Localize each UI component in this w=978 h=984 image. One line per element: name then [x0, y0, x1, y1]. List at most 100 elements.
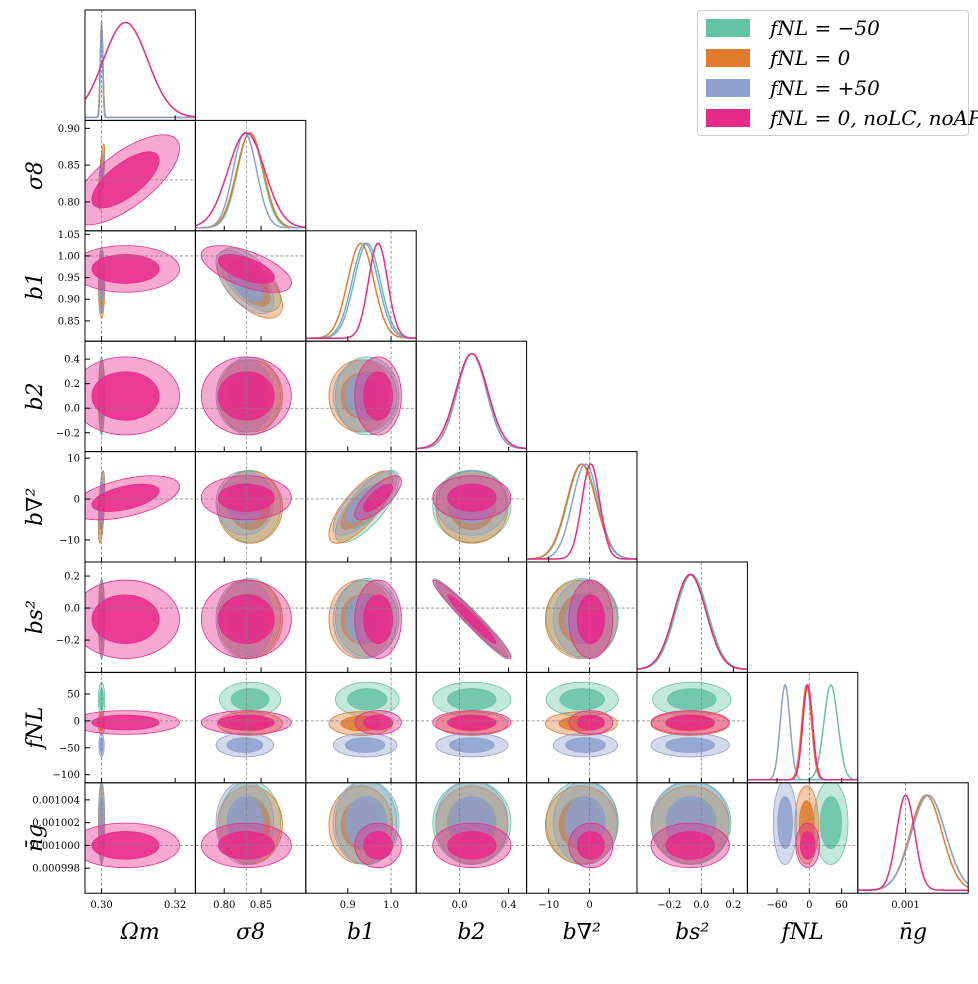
- y-tick-label: 0.80: [58, 197, 80, 208]
- x-tick-label: 60: [835, 900, 848, 911]
- contour-3-inner: [91, 371, 160, 421]
- y-tick-label: 0.0: [64, 404, 80, 415]
- panel-frame: [194, 119, 307, 232]
- marginal-curve-0: [637, 573, 748, 670]
- panel-1-2: [194, 230, 307, 342]
- panel-2-4: [305, 451, 417, 563]
- y-tick-label: 0.001000: [32, 841, 80, 852]
- panel-content: [195, 782, 306, 894]
- panel-6-6: [746, 671, 859, 784]
- contour-3-inner: [363, 594, 393, 644]
- marginal-curve-0: [526, 463, 637, 560]
- x-axis-label: n̄g: [899, 920, 927, 945]
- x-tick-label: 0.001: [891, 900, 920, 911]
- x-axis-label: b1: [347, 920, 375, 945]
- panel-content: [85, 341, 196, 452]
- panel-0-2: 0.85 0.90 0.95 1.00 1.05: [58, 230, 196, 342]
- legend-label: fNL = 0: [770, 46, 851, 70]
- contour-3-inner: [217, 254, 275, 284]
- panel-1-6: [194, 671, 307, 784]
- x-tick-label: 0.2: [725, 900, 741, 911]
- contour-3-inner: [576, 594, 605, 644]
- panel-frame: [415, 340, 528, 453]
- y-axis-label: σ8: [23, 161, 48, 190]
- y-axis-label: b∇²: [23, 488, 48, 526]
- contour-3-inner: [447, 714, 497, 731]
- contour-3-inner: [447, 594, 497, 644]
- panel-content: [416, 672, 527, 783]
- panel-1-1: [194, 119, 307, 232]
- x-axis-label: fNL: [780, 920, 824, 945]
- y-tick-label: 0.001004: [32, 795, 80, 806]
- y-axis-label: b1: [23, 272, 48, 300]
- x-tick-label: −60: [766, 900, 787, 911]
- panel-0-5: −0.2 0.0 0.2: [56, 561, 196, 673]
- marginal-curve-1: [526, 463, 637, 560]
- contour-2-inner: [665, 737, 715, 753]
- contour-2-inner: [777, 796, 793, 849]
- panel-content: [195, 451, 306, 562]
- y-tick-label: 1.05: [58, 230, 80, 241]
- x-axis-label: Ωm: [120, 920, 160, 945]
- contour-0-inner: [230, 688, 270, 711]
- panel-content: [85, 120, 196, 231]
- panel-7-7: 0.001: [857, 782, 969, 911]
- panel-content: [637, 782, 748, 894]
- contour-2-inner: [344, 737, 386, 753]
- contour-3-inner: [363, 714, 393, 731]
- x-axis-label: bs²: [675, 920, 709, 945]
- panel-2-5: [305, 561, 417, 673]
- x-tick-label: 0.80: [213, 900, 235, 911]
- legend-item-fnl-plus-50: fNL = +50: [706, 76, 880, 100]
- panel-4-7: −10 0: [526, 782, 638, 911]
- panel-content: [195, 562, 306, 673]
- marginal-curve-3: [747, 684, 858, 781]
- panel-3-3: [415, 340, 528, 453]
- panel-5-6: [636, 671, 748, 784]
- contour-3-inner: [665, 714, 715, 731]
- y-tick-label: 0.001002: [32, 818, 80, 829]
- contour-3-inner: [91, 483, 160, 512]
- marginal-curve-3: [416, 352, 527, 450]
- panel-3-7: 0.0 0.4: [415, 782, 528, 911]
- contour-3-inner: [363, 371, 393, 421]
- panel-frame: [636, 561, 748, 673]
- x-tick-label: 0.85: [250, 900, 272, 911]
- contour-3-inner: [447, 483, 497, 512]
- legend-swatch: [706, 109, 750, 127]
- x-axis-label: b2: [457, 920, 485, 945]
- panel-content: [526, 451, 637, 562]
- y-tick-label: 0.4: [64, 355, 80, 366]
- panel-content: [747, 672, 858, 783]
- legend-swatch: [706, 79, 750, 97]
- marginal-curve-2: [637, 573, 748, 670]
- y-tick-label: 0: [74, 716, 80, 727]
- contour-3-inner: [576, 831, 605, 860]
- marginal-curve-0: [416, 352, 527, 450]
- y-tick-label: 0.90: [58, 124, 80, 135]
- legend-item-fnl-minus-50: fNL = −50: [706, 16, 880, 40]
- panel-content: [305, 230, 417, 342]
- y-tick-label: 0.85: [58, 316, 80, 327]
- contour-3-inner: [363, 483, 393, 512]
- panel-6-7: −60 0 60: [746, 782, 859, 911]
- legend-label: fNL = +50: [770, 76, 880, 100]
- marginal-curve-0: [305, 242, 417, 339]
- panel-0-1: 0.80 0.85 0.90: [58, 119, 196, 232]
- y-axis-label: b2: [23, 382, 48, 410]
- y-tick-label: −50: [59, 743, 80, 754]
- panel-content: [85, 782, 196, 894]
- legend-swatch: [706, 49, 750, 67]
- contour-0-inner: [819, 796, 842, 849]
- panel-content: [195, 341, 306, 452]
- panel-1-4: [194, 451, 307, 563]
- legend-item-fnl-zero-nolc-noap: fNL = 0, noLC, noAP: [706, 106, 978, 130]
- panel-content: [85, 672, 196, 783]
- x-tick-label: 0: [806, 900, 812, 911]
- y-tick-label: 0.000998: [32, 864, 80, 875]
- legend-label: fNL = 0, noLC, noAP: [770, 106, 978, 130]
- contour-3-inner: [91, 254, 160, 284]
- panel-content: [85, 451, 196, 562]
- panel-3-5: [415, 561, 528, 673]
- marginal-curve-2: [526, 463, 637, 560]
